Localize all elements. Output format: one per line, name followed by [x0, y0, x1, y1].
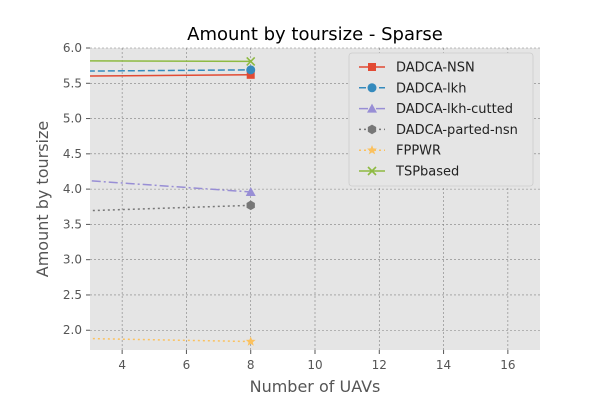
x-tick-label: 10	[307, 358, 322, 372]
legend-box	[348, 52, 534, 187]
legend-label-dadca-nsn: DADCA-NSN	[396, 61, 475, 76]
x-tick-label: 12	[372, 358, 387, 372]
x-tick-label: 16	[500, 358, 515, 372]
legend-label-dadca-lkh-cutted: DADCA-lkh-cutted	[396, 102, 513, 117]
legend-label-tspbased: TSPbased	[395, 165, 459, 180]
series-line-tspbased	[90, 60, 251, 63]
marker-layer	[245, 56, 256, 346]
legend-marker-dadca-nsn	[368, 63, 376, 71]
x-tick-label: 14	[436, 358, 451, 372]
y-tick-label: 3.5	[63, 217, 82, 231]
series-layer	[90, 60, 251, 343]
y-axis-ticks: 2.0 2.5 3.0 3.5 4.0 4.5 5.0 5.5 6.0	[63, 41, 90, 337]
data-point-tspbased	[246, 56, 256, 66]
series-line-dadca-lkh-cutted	[90, 180, 251, 193]
x-tick-label: 4	[118, 358, 126, 372]
data-point-dadca-lkh	[246, 65, 256, 75]
legend-label-dadca-parted-nsn: DADCA-parted-nsn	[396, 123, 518, 138]
data-point-dadca-parted-nsn	[246, 200, 255, 211]
series-line-dadca-lkh	[90, 69, 251, 72]
y-tick-label: 5.5	[63, 76, 82, 90]
y-tick-label: 2.0	[63, 323, 82, 337]
legend-marker-fppwr	[367, 145, 377, 155]
legend-label-fppwr: FPPWR	[396, 144, 441, 159]
y-tick-label: 6.0	[63, 41, 82, 55]
y-axis-label: Amount by toursize	[33, 121, 52, 277]
series-line-dadca-parted-nsn	[90, 204, 251, 212]
data-point-fppwr	[245, 336, 256, 346]
data-point-dadca-lkh-cutted	[245, 186, 256, 196]
x-tick-label: 6	[183, 358, 191, 372]
y-tick-label: 5.0	[63, 112, 82, 126]
legend-marker-tspbased	[367, 166, 377, 176]
legend-label-dadca-lkh: DADCA-lkh	[396, 81, 466, 96]
series-line-dadca-nsn	[90, 74, 251, 77]
y-tick-label: 2.5	[63, 288, 82, 302]
legend: DADCA-NSN DADCA-lkh DADCA-lkh-cutted DADCA-…	[348, 52, 534, 187]
series-line-fppwr	[90, 337, 251, 343]
legend-marker-dadca-lkh	[367, 83, 377, 93]
grid	[90, 47, 540, 350]
chart-title: Amount by toursize - Sparse	[187, 24, 443, 45]
legend-marker-dadca-lkh-cutted	[367, 103, 377, 113]
y-tick-label: 4.0	[63, 182, 82, 196]
y-tick-label: 3.0	[63, 253, 82, 267]
x-axis-label: Number of UAVs	[250, 377, 381, 396]
legend-marker-dadca-parted-nsn	[367, 124, 377, 135]
y-tick-label: 4.5	[63, 147, 82, 161]
x-tick-label: 8	[247, 358, 255, 372]
data-point-dadca-nsn	[246, 70, 255, 79]
x-axis-ticks: 4 6 8 10 12 14 16	[118, 350, 515, 372]
